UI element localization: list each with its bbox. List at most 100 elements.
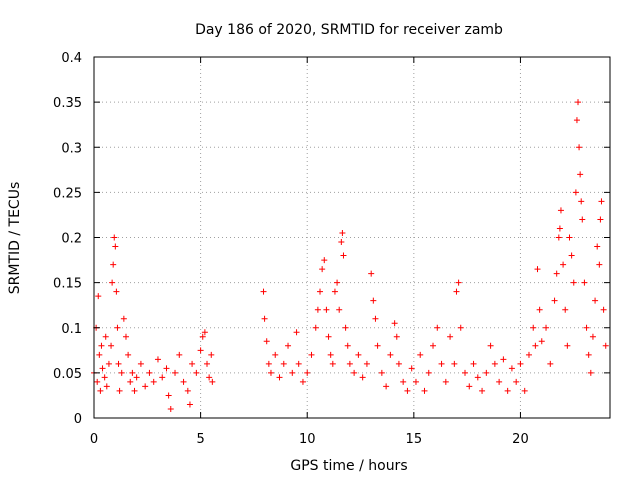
data-point	[395, 360, 402, 367]
data-point	[120, 315, 127, 322]
data-point	[127, 378, 134, 385]
data-point	[325, 333, 332, 340]
data-point	[551, 297, 558, 304]
data-point	[280, 360, 287, 367]
data-point	[159, 374, 166, 381]
data-point	[351, 369, 358, 376]
data-point	[532, 342, 539, 349]
data-point	[408, 365, 415, 372]
data-point	[304, 369, 311, 376]
data-point	[363, 360, 370, 367]
data-point	[417, 351, 424, 358]
data-point	[393, 333, 400, 340]
data-point	[263, 338, 270, 345]
data-point	[597, 216, 604, 223]
y-tick-label: 0.05	[53, 367, 82, 382]
data-point	[150, 378, 157, 385]
y-tick-label: 0.35	[53, 96, 82, 111]
data-point	[496, 378, 503, 385]
data-point	[587, 369, 594, 376]
data-point	[110, 261, 117, 268]
data-point	[374, 342, 381, 349]
data-point	[272, 351, 279, 358]
data-point	[466, 383, 473, 390]
chart-title: Day 186 of 2020, SRMTID for receiver zam…	[195, 22, 503, 38]
data-point	[97, 387, 104, 394]
data-point	[323, 306, 330, 313]
data-point	[146, 369, 153, 376]
data-point	[581, 279, 588, 286]
data-point	[573, 117, 580, 124]
data-point	[447, 333, 454, 340]
data-point	[94, 378, 101, 385]
data-point	[331, 288, 338, 295]
axis-ticks: 0 0.05 0.1 0.15 0.2 0.25 0.3 0.35 0.4 0 5 10 15 20	[53, 51, 610, 447]
y-tick-label: 0.25	[53, 186, 82, 201]
data-point	[547, 360, 554, 367]
data-point	[487, 342, 494, 349]
data-point	[589, 333, 596, 340]
data-point	[421, 387, 428, 394]
data-point	[334, 279, 341, 286]
data-points	[91, 99, 609, 412]
data-point	[536, 306, 543, 313]
data-point	[122, 333, 129, 340]
data-point	[359, 374, 366, 381]
data-point	[372, 315, 379, 322]
data-point	[575, 99, 582, 106]
data-point	[430, 342, 437, 349]
data-point	[442, 378, 449, 385]
data-point	[553, 270, 560, 277]
data-point	[491, 360, 498, 367]
data-point	[336, 306, 343, 313]
data-point	[578, 198, 585, 205]
y-axis-label: SRMTID / TECUs	[7, 182, 23, 295]
x-axis-label: GPS time / hours	[290, 458, 407, 474]
data-point	[594, 243, 601, 250]
data-point	[193, 369, 200, 376]
data-point	[340, 252, 347, 259]
data-point	[109, 279, 116, 286]
data-point	[137, 360, 144, 367]
data-point	[457, 324, 464, 331]
data-point	[267, 369, 274, 376]
data-point	[208, 351, 215, 358]
data-point	[260, 288, 267, 295]
data-point	[105, 360, 112, 367]
data-point	[116, 387, 123, 394]
data-point	[172, 369, 179, 376]
data-point	[327, 351, 334, 358]
data-point	[314, 306, 321, 313]
plot-frame	[93, 56, 611, 419]
data-point	[102, 333, 109, 340]
data-point	[154, 356, 161, 363]
data-point	[570, 279, 577, 286]
x-tick-label: 5	[196, 432, 204, 447]
data-point	[517, 360, 524, 367]
data-point	[453, 288, 460, 295]
data-point	[504, 387, 511, 394]
data-point	[167, 405, 174, 412]
data-point	[462, 369, 469, 376]
y-tick-label: 0.4	[61, 51, 82, 66]
data-point	[339, 229, 346, 236]
data-point	[176, 351, 183, 358]
data-point	[96, 351, 103, 358]
data-point	[276, 374, 283, 381]
data-point	[534, 266, 541, 273]
data-point	[583, 324, 590, 331]
data-point	[368, 270, 375, 277]
data-point	[412, 378, 419, 385]
data-point	[555, 234, 562, 241]
data-point	[602, 342, 609, 349]
data-point	[585, 351, 592, 358]
data-point	[285, 342, 292, 349]
data-point	[204, 360, 211, 367]
data-point	[557, 207, 564, 214]
data-point	[500, 356, 507, 363]
data-point	[312, 324, 319, 331]
data-point	[209, 378, 216, 385]
data-point	[289, 369, 296, 376]
data-point	[455, 279, 462, 286]
x-tick-label: 10	[299, 432, 316, 447]
